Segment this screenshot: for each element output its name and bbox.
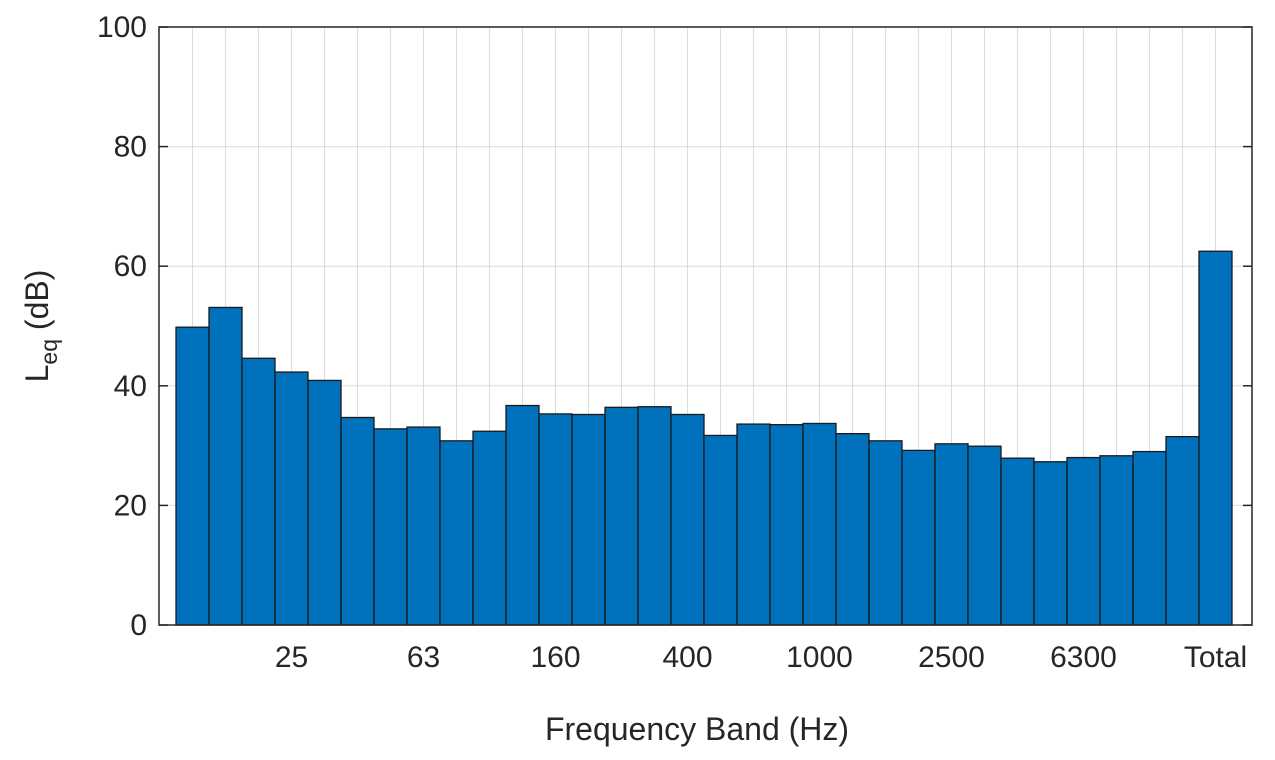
axis-ticks [159, 26, 1252, 626]
plot-area-border [158, 26, 1253, 626]
bar [472, 430, 507, 626]
bar [1099, 455, 1134, 626]
x-tick-label: 1000 [786, 641, 853, 674]
x-tick-label: 6300 [1050, 641, 1117, 674]
bar [1198, 250, 1233, 626]
x-axis-title: Frequency Band (Hz) [545, 711, 849, 747]
bar [604, 406, 639, 626]
x-tick-label: Total [1184, 641, 1247, 674]
bar [703, 434, 738, 626]
bar [802, 422, 837, 626]
bar [439, 440, 474, 626]
y-tick-label: 80 [114, 131, 147, 164]
bar [1033, 461, 1068, 626]
y-axis-title-main: L [19, 365, 55, 383]
bar [967, 445, 1002, 626]
y-axis-title-unit: (dB) [19, 270, 55, 339]
tick-labels: 0 20 40 60 80 100 25 63 160 400 1000 2500 6300 Total [97, 11, 1247, 674]
bar [208, 306, 243, 626]
bar [1000, 457, 1035, 626]
bar [1165, 435, 1200, 626]
y-tick-label: 0 [130, 609, 147, 642]
y-axis-title: Leq (dB) [19, 270, 62, 383]
bar [571, 413, 606, 626]
bar [769, 424, 804, 626]
bar [373, 428, 408, 626]
x-tick-label: 25 [275, 641, 308, 674]
bar [175, 326, 210, 626]
y-tick-label: 40 [114, 370, 147, 403]
bar [934, 443, 969, 626]
bars [175, 250, 1233, 626]
bar [670, 413, 705, 626]
x-tick-label: 2500 [918, 641, 985, 674]
y-tick-label: 100 [97, 11, 147, 44]
y-tick-label: 60 [114, 250, 147, 283]
bar [1132, 450, 1167, 626]
bar [901, 449, 936, 626]
bar [1066, 456, 1101, 626]
bar [868, 440, 903, 626]
x-tick-label: 160 [530, 641, 580, 674]
bar [736, 423, 771, 626]
x-tick-label: 400 [662, 641, 712, 674]
x-tick-label: 63 [407, 641, 440, 674]
bar [637, 406, 672, 626]
bar [835, 432, 870, 626]
bar [340, 416, 375, 626]
bar [274, 371, 309, 626]
bar [505, 404, 540, 626]
bar [241, 357, 276, 626]
bar [406, 426, 441, 626]
y-axis-title-subscript: eq [36, 339, 62, 365]
bar [538, 413, 573, 626]
y-tick-label: 20 [114, 489, 147, 522]
bar [307, 379, 342, 626]
